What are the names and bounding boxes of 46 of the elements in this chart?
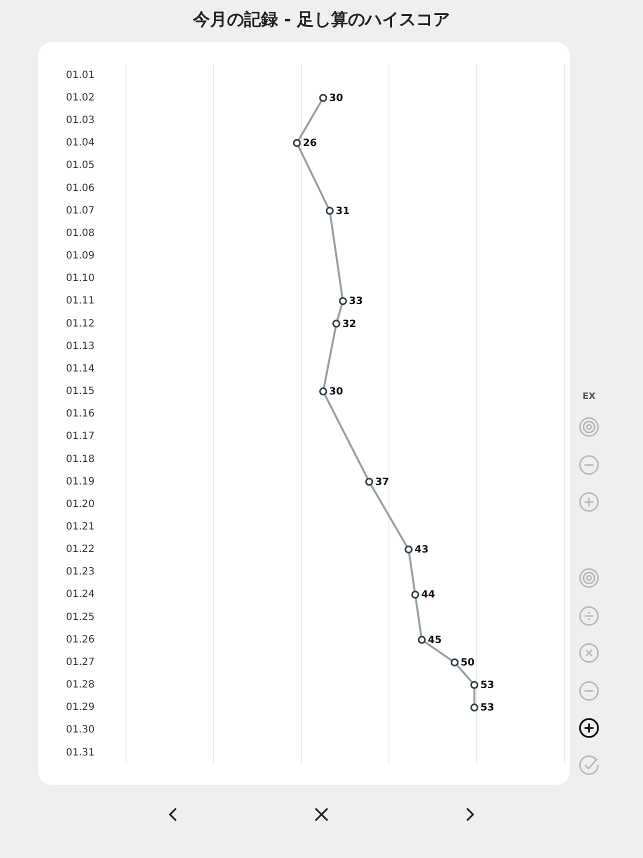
y-tick-label: 01.12 [66,318,95,330]
data-label: 32 [342,318,356,330]
data-label: 30 [329,386,344,398]
data-label: 53 [480,702,494,714]
y-tick-label: 01.15 [66,386,95,398]
y-tick-label: 01.01 [66,70,95,81]
y-tick-label: 01.29 [66,702,95,714]
data-label: 31 [336,206,350,217]
y-tick-label: 01.03 [66,115,95,126]
y-tick-label: 01.19 [66,476,95,488]
y-tick-label: 01.06 [66,182,95,194]
data-label: 53 [480,680,494,692]
y-tick-label: 01.16 [66,408,95,420]
y-tick-label: 01.14 [66,363,95,374]
data-label: 37 [375,476,390,488]
y-tick-label: 01.28 [66,680,95,691]
y-tick-label: 01.05 [66,160,95,172]
y-tick-label: 01.11 [66,296,95,307]
y-tick-label: 01.10 [66,273,95,284]
chart-title: 今月の記録 - 足し算のハイスコア [192,9,451,31]
y-tick-label: 01.23 [66,566,95,578]
y-tick-label: 01.02 [66,92,95,104]
y-tick-label: 01.17 [66,431,95,442]
y-tick-label: 01.07 [66,205,95,216]
y-tick-label: 01.27 [66,656,95,668]
y-tick-label: 01.21 [66,521,95,532]
y-tick-label: 01.26 [66,634,95,646]
text: EX [581,392,597,402]
data-label: 50 [460,657,475,668]
data-label: 30 [329,92,344,104]
y-tick-label: 01.25 [66,612,95,623]
y-tick-label: 01.22 [66,544,95,556]
y-tick-label: 01.31 [66,747,95,758]
y-tick-label: 01.30 [66,724,95,736]
y-tick-label: 01.24 [66,589,95,600]
data-label: 45 [428,634,442,646]
y-tick-label: 01.09 [66,250,95,262]
y-tick-label: 01.04 [66,138,95,149]
data-label: 43 [414,544,429,556]
data-label: 44 [421,590,436,601]
data-label: 33 [348,296,363,308]
y-tick-label: 01.08 [66,228,95,239]
y-tick-label: 01.20 [66,498,95,510]
y-tick-label: 01.18 [66,454,95,465]
y-tick-label: 01.13 [66,340,95,352]
data-label: 26 [302,138,317,150]
